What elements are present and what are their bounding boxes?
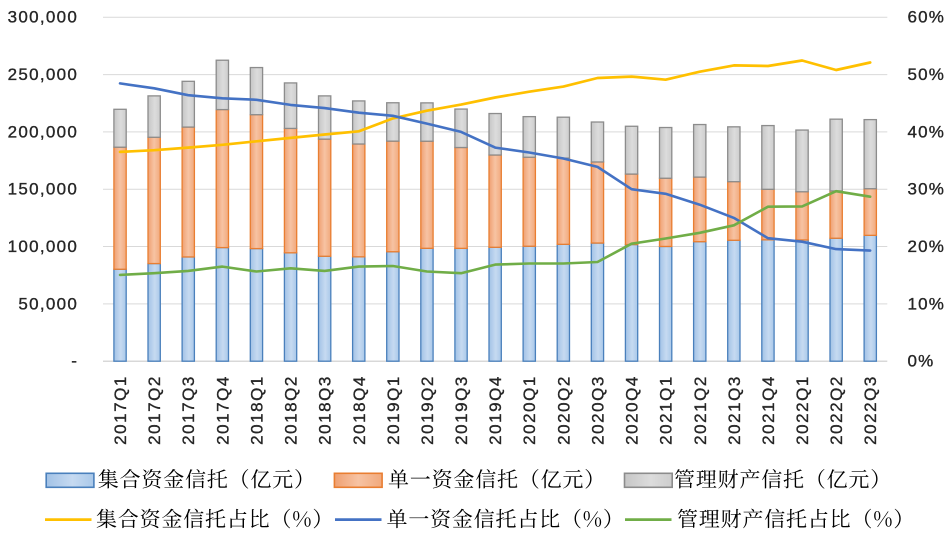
svg-text:20%: 20% — [908, 237, 946, 256]
svg-text:2020Q1: 2020Q1 — [520, 375, 539, 445]
svg-text:2018Q3: 2018Q3 — [316, 375, 335, 445]
svg-text:50,000: 50,000 — [18, 294, 78, 313]
svg-text:300,000: 300,000 — [8, 8, 79, 27]
svg-text:2020Q3: 2020Q3 — [589, 375, 608, 445]
svg-text:2017Q3: 2017Q3 — [179, 375, 198, 445]
svg-text:200,000: 200,000 — [8, 122, 79, 141]
svg-text:2022Q3: 2022Q3 — [861, 375, 880, 445]
svg-text:60%: 60% — [908, 8, 946, 27]
svg-text:250,000: 250,000 — [8, 65, 79, 84]
svg-text:150,000: 150,000 — [8, 180, 79, 199]
svg-text:2021Q4: 2021Q4 — [759, 375, 778, 445]
svg-text:50%: 50% — [908, 65, 946, 84]
svg-text:2021Q2: 2021Q2 — [691, 375, 710, 445]
svg-text:30%: 30% — [908, 180, 946, 199]
svg-text:2019Q2: 2019Q2 — [418, 375, 437, 445]
svg-text:2019Q3: 2019Q3 — [452, 375, 471, 445]
svg-text:2019Q4: 2019Q4 — [486, 375, 505, 445]
svg-text:2018Q2: 2018Q2 — [282, 375, 301, 445]
svg-text:2020Q2: 2020Q2 — [554, 375, 573, 445]
svg-text:2017Q1: 2017Q1 — [111, 375, 130, 445]
svg-text:2022Q1: 2022Q1 — [793, 375, 812, 445]
svg-text:2021Q3: 2021Q3 — [725, 375, 744, 445]
svg-text:0%: 0% — [908, 352, 935, 371]
svg-text:10%: 10% — [908, 294, 946, 313]
svg-text:2017Q2: 2017Q2 — [145, 375, 164, 445]
svg-text:2018Q1: 2018Q1 — [248, 375, 267, 445]
svg-text:2021Q1: 2021Q1 — [657, 375, 676, 445]
svg-text:2017Q4: 2017Q4 — [213, 375, 232, 445]
svg-text:2019Q1: 2019Q1 — [384, 375, 403, 445]
svg-text:40%: 40% — [908, 122, 946, 141]
svg-text:2018Q4: 2018Q4 — [350, 375, 369, 445]
svg-text:2022Q2: 2022Q2 — [827, 375, 846, 445]
svg-text:100,000: 100,000 — [8, 237, 79, 256]
svg-text:-: - — [71, 352, 78, 371]
svg-text:2020Q4: 2020Q4 — [623, 375, 642, 445]
